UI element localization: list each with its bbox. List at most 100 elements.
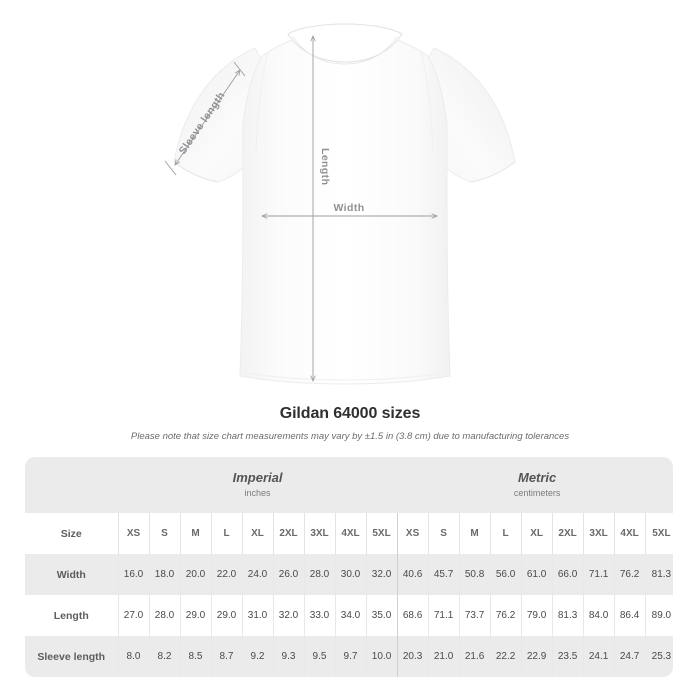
sleeve-length-tick-bottom <box>164 160 177 176</box>
cell-length-metric-4xl: 86.4 <box>613 595 646 636</box>
row-label-width: Width <box>25 554 118 595</box>
table-row-length: Length 27.0 28.0 29.0 29.0 31.0 32.0 33.… <box>25 595 673 636</box>
left-shoulder-seam <box>255 51 269 153</box>
col-header-imperial-2xl: 2XL <box>272 513 304 554</box>
annotation-width: Width <box>262 202 437 216</box>
cell-width-imperial-5xl: 32.0 <box>365 554 398 595</box>
cell-width-imperial-m: 20.0 <box>179 554 211 595</box>
cell-sleeve-metric-m: 21.6 <box>458 636 491 677</box>
col-header-imperial-m: M <box>179 513 211 554</box>
col-header-metric-l: L <box>489 513 522 554</box>
width-label: Width <box>333 202 364 214</box>
cell-sleeve-imperial-xs: 8.0 <box>117 636 149 677</box>
cell-sleeve-metric-3xl: 24.1 <box>582 636 615 677</box>
col-header-metric-xs: XS <box>396 513 429 554</box>
cell-width-imperial-s: 18.0 <box>148 554 180 595</box>
cell-length-imperial-2xl: 32.0 <box>272 595 304 636</box>
page-title: Gildan 64000 sizes <box>279 405 421 422</box>
title-block: Gildan 64000 sizes Please note that size… <box>0 404 700 443</box>
shirt-body-group <box>173 23 516 385</box>
row-label-length: Length <box>25 595 118 636</box>
col-header-metric-3xl: 3XL <box>582 513 615 554</box>
cell-length-imperial-l: 29.0 <box>210 595 242 636</box>
cell-width-metric-4xl: 76.2 <box>613 554 646 595</box>
col-header-metric-2xl: 2XL <box>551 513 584 554</box>
row-label-sleeve-length: Sleeve length <box>25 636 118 677</box>
col-header-metric-s: S <box>427 513 460 554</box>
cell-width-metric-2xl: 66.0 <box>551 554 584 595</box>
cell-width-metric-l: 56.0 <box>489 554 522 595</box>
cell-width-imperial-4xl: 30.0 <box>334 554 366 595</box>
unit-system-metric: Metric centimeters <box>397 457 673 513</box>
measurement-tolerance-note: Please note that size chart measurements… <box>130 431 570 442</box>
size-chart-table-container: Imperial inches Metric centimeters Size … <box>25 457 673 677</box>
cell-width-metric-3xl: 71.1 <box>582 554 615 595</box>
col-header-imperial-l: L <box>210 513 242 554</box>
cell-width-imperial-3xl: 28.0 <box>303 554 335 595</box>
length-label: Length <box>319 148 331 185</box>
cell-sleeve-imperial-3xl: 9.5 <box>303 636 335 677</box>
sleeve-length-arrow <box>175 70 240 165</box>
col-header-metric-4xl: 4XL <box>613 513 646 554</box>
annotation-length: Length <box>313 36 331 381</box>
cell-length-metric-s: 71.1 <box>427 595 460 636</box>
cell-length-imperial-xl: 31.0 <box>241 595 273 636</box>
shirt-diagram: Sleeve length Length Width <box>164 23 516 385</box>
unit-system-imperial: Imperial inches <box>118 457 398 513</box>
col-header-metric-m: M <box>458 513 491 554</box>
cell-sleeve-metric-5xl: 25.3 <box>644 636 673 677</box>
collar <box>287 23 403 63</box>
cell-width-imperial-xs: 16.0 <box>117 554 149 595</box>
cell-length-imperial-4xl: 34.0 <box>334 595 366 636</box>
cell-sleeve-imperial-l: 8.7 <box>210 636 242 677</box>
col-header-imperial-5xl: 5XL <box>365 513 398 554</box>
cell-sleeve-metric-xs: 20.3 <box>396 636 429 677</box>
cell-length-metric-2xl: 81.3 <box>551 595 584 636</box>
cell-sleeve-imperial-5xl: 10.0 <box>365 636 398 677</box>
cell-width-imperial-xl: 24.0 <box>241 554 273 595</box>
cell-sleeve-imperial-xl: 9.2 <box>241 636 273 677</box>
cell-sleeve-imperial-s: 8.2 <box>148 636 180 677</box>
cell-length-metric-l: 76.2 <box>489 595 522 636</box>
cell-sleeve-imperial-2xl: 9.3 <box>272 636 304 677</box>
row-label-size: Size <box>25 513 118 554</box>
unit-banner-spacer <box>25 457 118 513</box>
col-header-metric-5xl: 5XL <box>644 513 673 554</box>
sleeve-length-tick-top <box>233 61 246 77</box>
right-shoulder-seam <box>420 51 434 153</box>
table-row-size-header: Size XS S M L XL 2XL 3XL 4XL 5XL XS S M … <box>25 513 673 554</box>
cell-length-imperial-3xl: 33.0 <box>303 595 335 636</box>
cell-sleeve-metric-2xl: 23.5 <box>551 636 584 677</box>
size-chart-table: Imperial inches Metric centimeters Size … <box>25 457 673 677</box>
unit-system-banner-row: Imperial inches Metric centimeters <box>25 457 673 513</box>
col-header-imperial-3xl: 3XL <box>303 513 335 554</box>
collar-ribbing <box>292 36 398 65</box>
col-header-imperial-xl: XL <box>241 513 273 554</box>
metric-name: Metric <box>517 470 557 485</box>
right-sleeve-hem <box>470 161 516 183</box>
table-row-width: Width 16.0 18.0 20.0 22.0 24.0 26.0 28.0… <box>25 554 673 595</box>
cell-length-metric-3xl: 84.0 <box>582 595 615 636</box>
cell-length-imperial-s: 28.0 <box>148 595 180 636</box>
cell-sleeve-metric-xl: 22.9 <box>520 636 553 677</box>
cell-sleeve-metric-s: 21.0 <box>427 636 460 677</box>
cell-width-metric-s: 45.7 <box>427 554 460 595</box>
bottom-hem <box>239 371 451 381</box>
cell-sleeve-metric-4xl: 24.7 <box>613 636 646 677</box>
cell-width-imperial-2xl: 26.0 <box>272 554 304 595</box>
cell-length-metric-m: 73.7 <box>458 595 491 636</box>
cell-length-imperial-5xl: 35.0 <box>365 595 398 636</box>
imperial-unit: inches <box>244 488 271 498</box>
cell-sleeve-imperial-4xl: 9.7 <box>334 636 366 677</box>
cell-width-metric-xl: 61.0 <box>520 554 553 595</box>
cell-width-metric-m: 50.8 <box>458 554 491 595</box>
table-row-sleeve-length: Sleeve length 8.0 8.2 8.5 8.7 9.2 9.3 9.… <box>25 636 673 677</box>
col-header-metric-xl: XL <box>520 513 553 554</box>
cell-sleeve-imperial-m: 8.5 <box>179 636 211 677</box>
metric-unit: centimeters <box>513 488 561 498</box>
imperial-name: Imperial <box>232 470 283 485</box>
cell-width-imperial-l: 22.0 <box>210 554 242 595</box>
col-header-imperial-4xl: 4XL <box>334 513 366 554</box>
shirt-diagram-svg: Sleeve length Length Width <box>164 23 516 385</box>
cell-length-metric-xs: 68.6 <box>396 595 429 636</box>
